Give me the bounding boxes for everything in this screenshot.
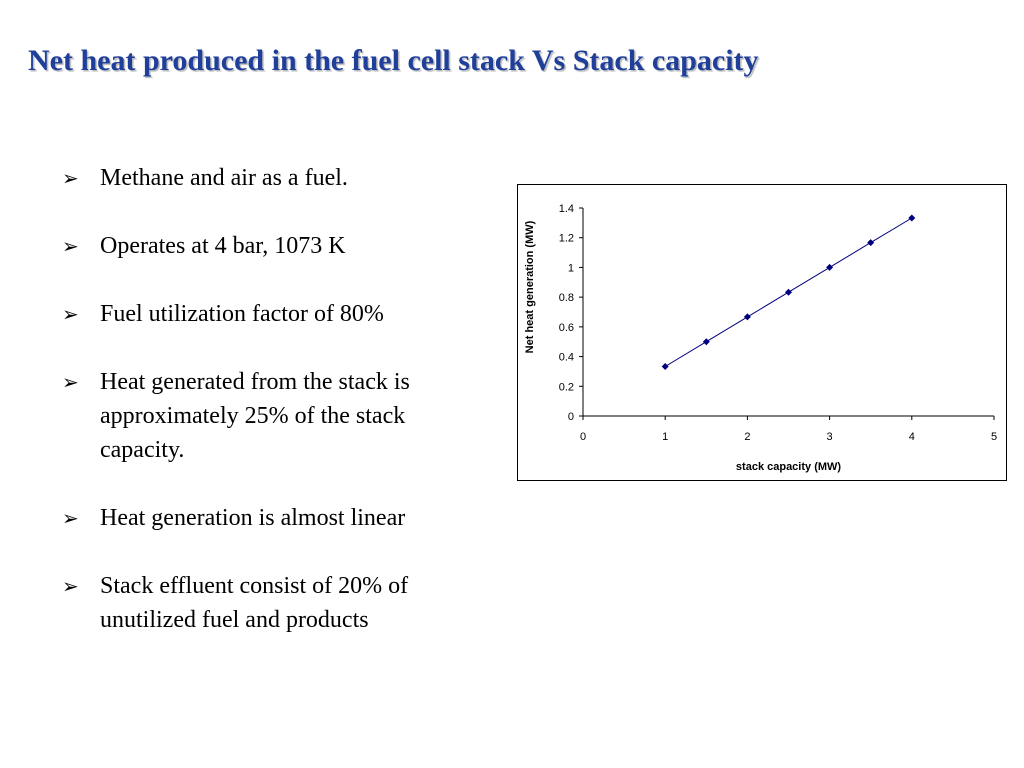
arrow-bullet-icon: ➢: [62, 302, 79, 326]
bullet-text: Methane and air as a fuel.: [100, 165, 348, 191]
bullet-item: ➢ Fuel utilization factor of 80%: [62, 297, 482, 331]
x-tick-label: 2: [744, 431, 750, 443]
bullet-text: Heat generation is almost linear: [100, 505, 406, 531]
arrow-bullet-icon: ➢: [62, 370, 79, 394]
chart-frame: 0 0.2 0.4 0.6 0.8 1 1.2 1.4 0 1 2 3 4 5 stack capaci…: [517, 184, 1007, 481]
bullet-item: ➢ Heat generated from the stack is appro…: [62, 365, 482, 467]
bullet-item: ➢ Methane and air as a fuel.: [62, 161, 482, 195]
data-point-marker: [826, 263, 834, 271]
y-tick-label: 0.6: [559, 322, 574, 334]
data-point-marker: [908, 214, 916, 222]
bullet-list: ➢ Methane and air as a fuel. ➢ Operates …: [62, 161, 482, 671]
line-chart: 0 0.2 0.4 0.6 0.8 1 1.2 1.4 0 1 2 3 4 5 stack capaci…: [524, 203, 997, 473]
data-point-marker: [661, 363, 669, 371]
x-tick-label: 3: [827, 431, 833, 443]
arrow-bullet-icon: ➢: [62, 506, 79, 530]
y-ticks: 0 0.2 0.4 0.6 0.8 1 1.2 1.4: [559, 203, 583, 423]
x-tick-label: 5: [991, 431, 997, 443]
bullet-item: ➢ Operates at 4 bar, 1073 K: [62, 229, 482, 263]
y-tick-label: 0: [568, 411, 574, 423]
data-point-marker: [743, 313, 751, 321]
y-axis-label: Net heat generation (MW): [524, 220, 536, 353]
slide-title: Net heat produced in the fuel cell stack…: [28, 44, 759, 77]
x-axis-label: stack capacity (MW): [736, 461, 841, 473]
series-markers: [661, 214, 916, 371]
y-tick-label: 0.4: [559, 352, 574, 364]
arrow-bullet-icon: ➢: [62, 574, 79, 598]
arrow-bullet-icon: ➢: [62, 234, 79, 258]
y-tick-label: 1.4: [559, 203, 574, 215]
x-tick-label: 4: [909, 431, 915, 443]
bullet-text: Heat generated from the stack is approxi…: [100, 369, 410, 463]
y-tick-label: 1: [568, 262, 574, 274]
bullet-text: Operates at 4 bar, 1073 K: [100, 233, 346, 259]
y-tick-label: 0.8: [559, 292, 574, 304]
bullet-text: Stack effluent consist of 20% of unutili…: [100, 573, 409, 633]
x-ticks: 0 1 2 3 4 5: [580, 416, 997, 443]
data-point-marker: [785, 288, 792, 296]
y-tick-label: 1.2: [559, 233, 574, 245]
data-point-marker: [867, 239, 875, 247]
x-tick-label: 1: [662, 431, 668, 443]
arrow-bullet-icon: ➢: [62, 166, 79, 190]
bullet-item: ➢ Heat generation is almost linear: [62, 501, 482, 535]
data-point-marker: [702, 338, 710, 346]
bullet-item: ➢ Stack effluent consist of 20% of unuti…: [62, 569, 482, 637]
bullet-text: Fuel utilization factor of 80%: [100, 301, 384, 327]
y-tick-label: 0.2: [559, 381, 574, 393]
x-tick-label: 0: [580, 431, 586, 443]
